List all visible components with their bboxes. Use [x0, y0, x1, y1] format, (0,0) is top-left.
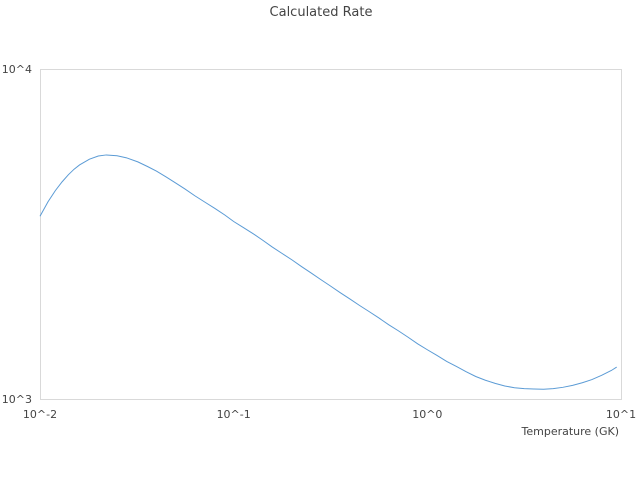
series-line	[39, 154, 617, 390]
x-tick-label: 10^0	[412, 408, 442, 421]
y-tick-labels: 10^3 10^4	[2, 63, 32, 406]
x-tick-label: 10^1	[606, 408, 636, 421]
chart-title: Calculated Rate	[270, 5, 373, 20]
plot-area	[40, 69, 622, 400]
x-axis-label: Temperature (GK)	[521, 425, 620, 438]
y-tick-label: 10^4	[2, 63, 32, 76]
x-tick-label: 10^-2	[23, 408, 57, 421]
x-tick-label: 10^-1	[217, 408, 251, 421]
x-tick-labels: 10^-2 10^-1 10^0 10^1	[23, 408, 636, 421]
y-tick-label: 10^3	[2, 393, 32, 406]
